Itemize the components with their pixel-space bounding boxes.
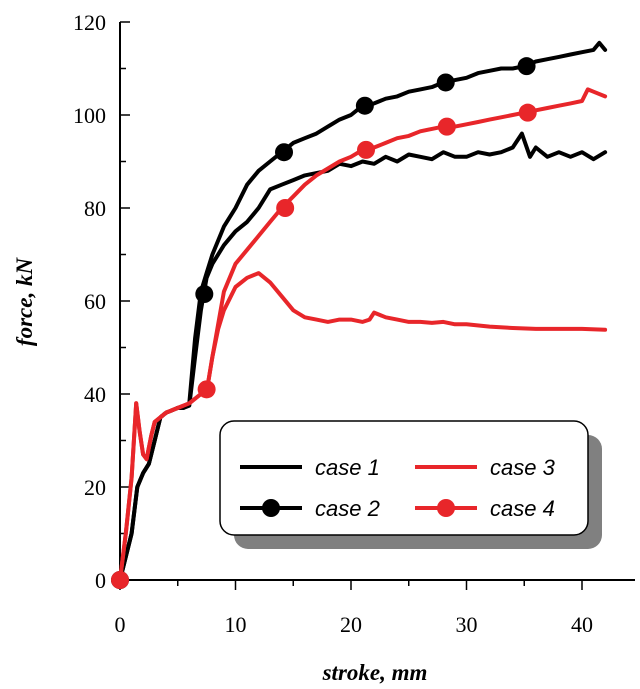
- data-point-case-4: [437, 117, 456, 136]
- x-tick-label: 30: [456, 612, 478, 637]
- y-tick-label: 120: [73, 10, 106, 35]
- y-tick-label: 40: [84, 382, 106, 407]
- legend-label-case-1: case 1: [315, 455, 380, 480]
- y-tick-label: 60: [84, 289, 106, 314]
- data-point-case-4: [276, 199, 295, 217]
- axes: 0 20 40 60 80 100 120 0 10 20 30 40: [73, 10, 635, 637]
- data-point-case-2: [436, 73, 455, 92]
- y-tick-label: 100: [73, 103, 106, 128]
- y-axis-title: force, kN: [12, 257, 37, 347]
- y-tick-label: 20: [84, 475, 106, 500]
- legend: case 1 case 2 case 3 case 4: [219, 420, 602, 549]
- data-point-case-4: [111, 571, 129, 589]
- data-point-case-4: [357, 140, 376, 159]
- data-point-case-2: [275, 143, 294, 162]
- data-point-case-4: [197, 380, 216, 399]
- x-tick-label: 0: [115, 612, 126, 637]
- data-point-case-2: [195, 285, 214, 304]
- x-tick-label: 20: [340, 612, 362, 637]
- y-tick-label: 80: [84, 196, 106, 221]
- legend-label-case-4: case 4: [490, 496, 555, 521]
- plot-area: [111, 40, 608, 589]
- legend-label-case-3: case 3: [490, 455, 556, 480]
- data-point-case-2: [517, 57, 536, 76]
- data-point-case-4: [518, 103, 537, 122]
- legend-label-case-2: case 2: [315, 496, 380, 521]
- legend-marker-case-4: [437, 499, 455, 517]
- x-tick-label: 10: [225, 612, 247, 637]
- x-tick-label: 40: [571, 612, 593, 637]
- data-point-case-2: [355, 96, 374, 115]
- legend-box: [219, 420, 589, 536]
- legend-marker-case-2: [262, 499, 280, 517]
- x-axis-title: stroke, mm: [322, 660, 428, 685]
- y-tick-label: 0: [95, 568, 106, 593]
